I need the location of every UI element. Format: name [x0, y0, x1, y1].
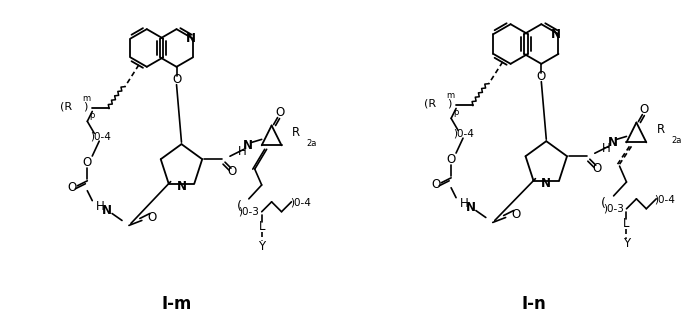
Text: N: N: [551, 28, 561, 41]
Text: O: O: [172, 73, 181, 86]
Text: N: N: [608, 136, 617, 149]
Text: (: (: [601, 197, 606, 210]
Text: )0-4: )0-4: [90, 131, 111, 141]
Text: H: H: [602, 142, 611, 155]
Text: Y: Y: [623, 237, 630, 250]
Text: N: N: [541, 177, 552, 190]
Text: N: N: [102, 204, 112, 217]
Text: ): ): [447, 99, 452, 108]
Text: N: N: [243, 139, 253, 152]
Text: )0-4: )0-4: [290, 198, 311, 208]
Text: H: H: [460, 197, 468, 210]
Text: R: R: [293, 126, 300, 139]
Text: O: O: [68, 181, 77, 194]
Text: I-n: I-n: [521, 295, 546, 313]
Text: L: L: [623, 217, 630, 230]
Text: O: O: [432, 178, 441, 191]
Text: H: H: [96, 200, 104, 213]
Text: 2a: 2a: [307, 139, 316, 148]
Text: p: p: [453, 108, 459, 117]
Text: O: O: [592, 162, 601, 174]
Text: p: p: [90, 111, 95, 120]
Text: H: H: [237, 145, 246, 158]
Text: m: m: [83, 93, 90, 102]
Text: )0-4: )0-4: [454, 128, 475, 138]
Text: N: N: [466, 201, 476, 214]
Text: )0-3: )0-3: [239, 207, 259, 217]
Text: N: N: [186, 32, 195, 45]
Text: Y: Y: [258, 240, 265, 253]
Text: O: O: [511, 208, 520, 221]
Text: (: (: [237, 200, 242, 213]
Text: (R: (R: [60, 101, 72, 111]
Text: m: m: [446, 91, 454, 100]
Text: ): ): [83, 101, 88, 111]
Text: (R: (R: [424, 99, 436, 108]
Text: R: R: [657, 123, 665, 136]
Text: L: L: [258, 220, 265, 233]
Text: )0-4: )0-4: [654, 195, 675, 205]
Text: O: O: [537, 70, 546, 83]
Text: O: O: [640, 103, 649, 116]
Text: O: O: [228, 165, 237, 178]
Text: I-m: I-m: [161, 295, 192, 313]
Text: O: O: [275, 106, 284, 119]
Text: O: O: [83, 157, 92, 169]
Text: )0-3: )0-3: [603, 204, 624, 214]
Text: 2a: 2a: [671, 137, 682, 145]
Text: N: N: [176, 180, 186, 193]
Text: O: O: [447, 153, 456, 167]
Text: O: O: [147, 211, 156, 224]
